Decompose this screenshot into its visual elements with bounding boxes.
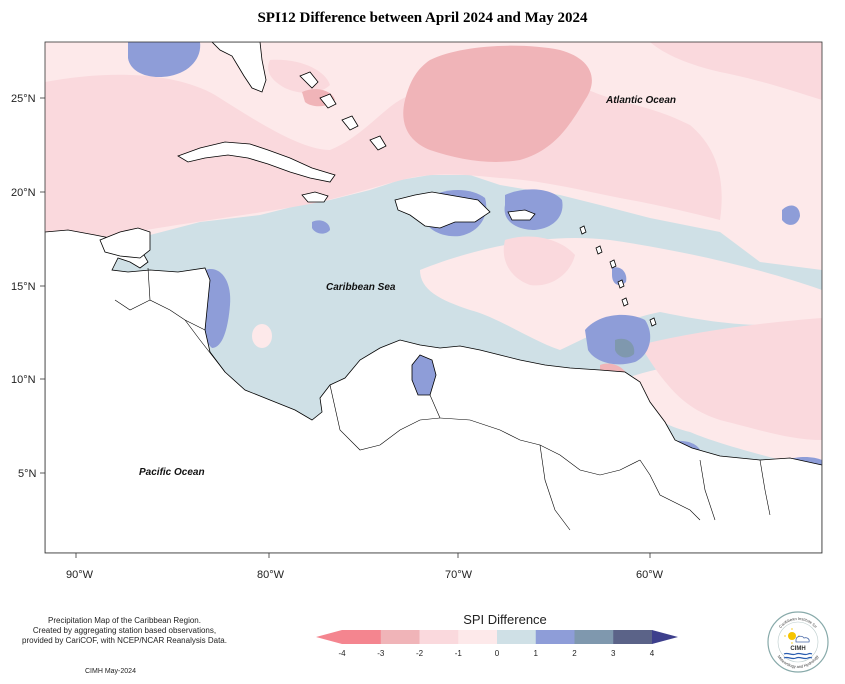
antilles-island-6 bbox=[649, 317, 657, 327]
lat-label-20n: 20°N bbox=[11, 187, 36, 199]
legend-tick-labels: -4 -3 -2 -1 0 1 2 3 4 bbox=[338, 649, 654, 658]
credits-line-2: Created by aggregating station based obs… bbox=[32, 626, 217, 635]
lat-label-10n: 10°N bbox=[11, 374, 36, 386]
lake-maracaibo bbox=[411, 354, 437, 396]
legend-swatch bbox=[458, 630, 498, 644]
legend-swatch bbox=[535, 630, 575, 644]
credits-line-3: provided by CariCOF, with NCEP/NCAR Rean… bbox=[22, 636, 227, 645]
country-borders bbox=[114, 267, 771, 531]
longitude-axis bbox=[75, 553, 651, 558]
legend-swatch bbox=[380, 630, 420, 644]
hispaniola-landmass bbox=[394, 191, 491, 229]
cloud-icon bbox=[795, 635, 810, 643]
sun-icon bbox=[788, 632, 796, 640]
lat-label-15n: 15°N bbox=[11, 281, 36, 293]
antilles-island-5 bbox=[621, 297, 629, 307]
cimh-logo: CIMH Caribbean Institute for Meteorology… bbox=[767, 611, 829, 673]
lon-label-80w: 80°W bbox=[257, 569, 285, 581]
cuba-landmass bbox=[177, 141, 336, 183]
legend-swatch bbox=[342, 630, 382, 644]
date-note: CIMH May-2024 bbox=[85, 668, 136, 675]
map-panel: Atlantic Ocean Caribbean Sea Pacific Oce… bbox=[45, 42, 822, 553]
ocean-label-atlantic: Atlantic Ocean bbox=[605, 95, 676, 106]
map-frame bbox=[44, 41, 823, 554]
legend-tick-label: -2 bbox=[416, 649, 424, 658]
ocean-label-caribbean: Caribbean Sea bbox=[326, 282, 396, 293]
legend-tick-label: 0 bbox=[495, 649, 500, 658]
ocean-label-pacific: Pacific Ocean bbox=[139, 467, 205, 478]
bahamas-island-2 bbox=[319, 93, 337, 109]
latitude-axis bbox=[40, 97, 45, 474]
bahamas-island-4 bbox=[369, 135, 387, 151]
legend-swatch bbox=[613, 630, 653, 644]
yucatan-landmass bbox=[99, 227, 151, 259]
legend-tick-label: -4 bbox=[338, 649, 346, 658]
legend-swatch bbox=[574, 630, 614, 644]
lat-label-25n: 25°N bbox=[11, 93, 36, 105]
spi-pink-blob bbox=[252, 324, 272, 348]
lon-label-60w: 60°W bbox=[636, 569, 664, 581]
legend-tick-label: 1 bbox=[534, 649, 539, 658]
logo-name: CIMH bbox=[790, 646, 805, 652]
map-title: SPI12 Difference between April 2024 and … bbox=[257, 10, 588, 26]
lon-label-90w: 90°W bbox=[66, 569, 94, 581]
legend-tick-label: 2 bbox=[572, 649, 577, 658]
bahamas-island-3 bbox=[341, 115, 359, 131]
antilles-island-1 bbox=[579, 225, 587, 235]
antilles-island-3 bbox=[609, 259, 617, 269]
credits-line-1: Precipitation Map of the Caribbean Regio… bbox=[48, 616, 201, 625]
legend-tick-label: 3 bbox=[611, 649, 616, 658]
lon-label-70w: 70°W bbox=[445, 569, 473, 581]
jamaica-landmass bbox=[301, 191, 329, 203]
legend-tick-label: 4 bbox=[650, 649, 655, 658]
map-credits: Precipitation Map of the Caribbean Regio… bbox=[12, 616, 237, 646]
puerto-rico-landmass bbox=[507, 209, 536, 221]
legend-arrow-left bbox=[316, 630, 342, 644]
antilles-island-2 bbox=[595, 245, 603, 255]
wave-icon bbox=[783, 652, 813, 656]
legend-tick-label: -1 bbox=[455, 649, 463, 658]
legend-swatch bbox=[419, 630, 459, 644]
legend-colorbar bbox=[316, 630, 678, 644]
land-masses bbox=[45, 42, 822, 553]
lat-label-5n: 5°N bbox=[18, 468, 37, 480]
central-south-america-landmass bbox=[45, 229, 822, 553]
bahamas-island-1 bbox=[299, 71, 319, 89]
antilles-island-4 bbox=[617, 279, 625, 289]
legend-swatch bbox=[497, 630, 537, 644]
florida-landmass bbox=[211, 42, 267, 93]
legend-title: SPI Difference bbox=[463, 612, 547, 627]
legend-tick-label: -3 bbox=[377, 649, 385, 658]
legend-arrow-right bbox=[652, 630, 678, 644]
